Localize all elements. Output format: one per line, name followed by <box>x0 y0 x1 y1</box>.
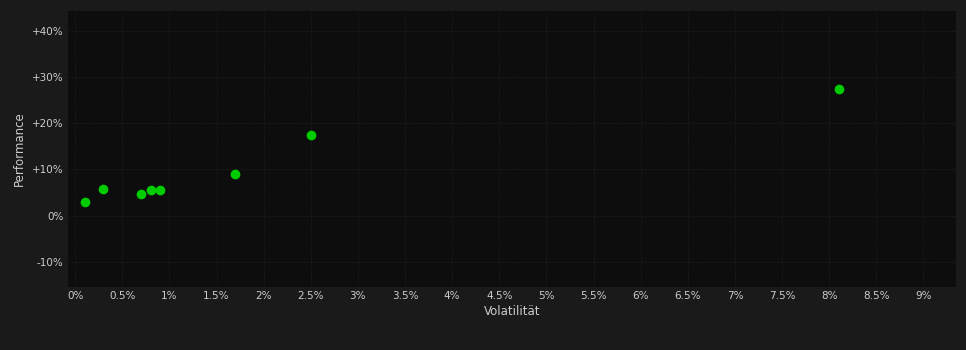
Y-axis label: Performance: Performance <box>14 111 26 186</box>
X-axis label: Volatilität: Volatilität <box>484 305 540 318</box>
